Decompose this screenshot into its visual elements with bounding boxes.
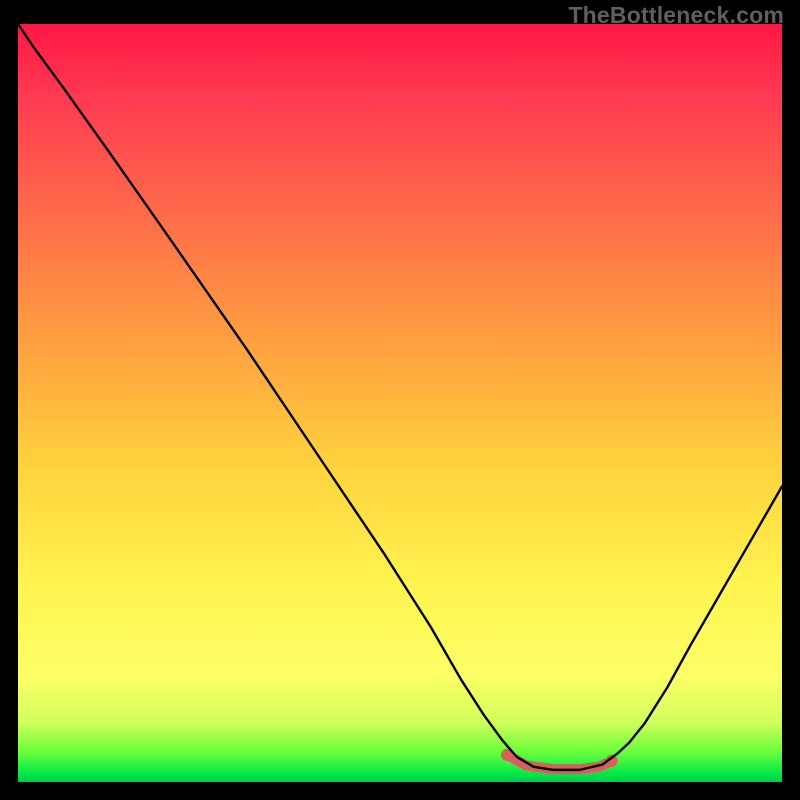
bottleneck-chart xyxy=(18,24,782,782)
chart-svg xyxy=(18,24,782,782)
bottleneck-curve xyxy=(18,24,782,770)
